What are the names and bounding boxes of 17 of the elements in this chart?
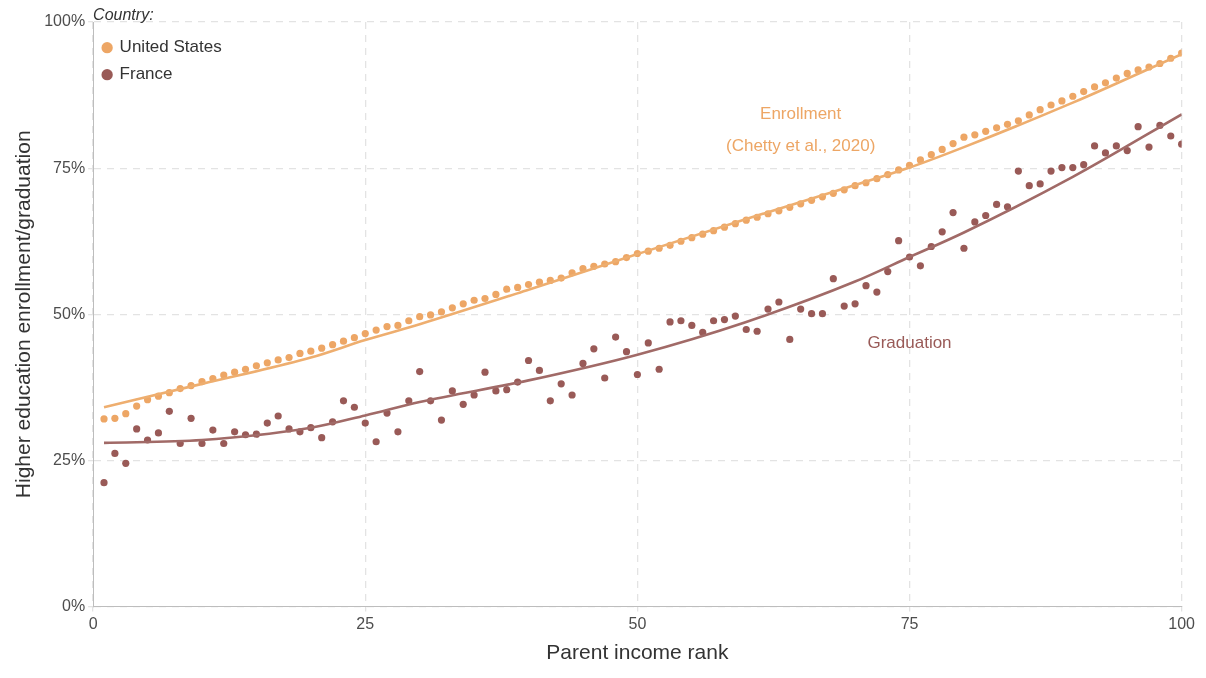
legend-title: Country: — [93, 6, 154, 24]
x-tick-label: 50 — [628, 614, 647, 632]
x-tick-label: 100 — [1168, 614, 1196, 632]
legend-label: France — [119, 64, 173, 84]
y-tick-label: 25% — [53, 450, 86, 468]
legend-label: United States — [119, 37, 222, 57]
y-tick-label: 50% — [53, 304, 86, 322]
y-axis-title: Higher education enrollment/graduation — [11, 130, 35, 499]
y-tick-label: 0% — [62, 597, 86, 615]
x-tick-label: 75 — [900, 614, 919, 632]
annotation: Graduation — [867, 333, 952, 353]
y-tick-label: 100% — [44, 12, 86, 30]
x-tick-label: 0 — [88, 614, 98, 632]
y-tick-label: 75% — [53, 158, 86, 176]
x-axis-title: Parent income rank — [546, 640, 729, 664]
annotation: Enrollment (Chetty et al., 2020) — [726, 103, 876, 155]
x-tick-label: 25 — [356, 614, 375, 632]
